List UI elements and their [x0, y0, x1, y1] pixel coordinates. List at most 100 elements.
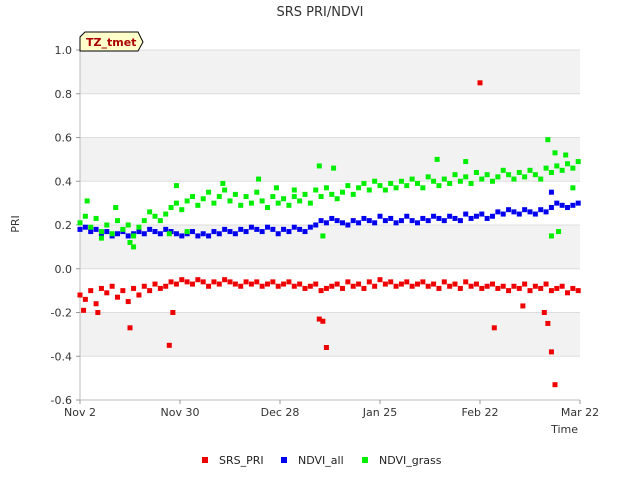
point-NDVI_all	[313, 222, 319, 228]
point-SRS_PRI	[115, 294, 120, 300]
y-tick-label: 0.0	[55, 263, 73, 276]
point-SRS_PRI	[340, 285, 345, 291]
legend-label-SRS_PRI: SRS_PRI	[219, 454, 264, 467]
point-SRS_PRI	[222, 277, 228, 283]
point-SRS_PRI	[345, 279, 351, 285]
point-SRS_PRI	[200, 279, 206, 285]
point-NDVI_grass	[543, 165, 549, 171]
point-NDVI_all	[425, 218, 431, 224]
point-NDVI_grass	[104, 222, 110, 228]
point-NDVI_all	[190, 229, 195, 235]
point-SRS_PRI	[527, 288, 533, 294]
point-NDVI_grass	[552, 150, 558, 156]
point-NDVI_grass	[313, 187, 319, 193]
point-NDVI_grass	[243, 194, 249, 200]
point-NDVI_grass	[238, 202, 244, 208]
point-NDVI_all	[222, 226, 228, 232]
point-NDVI_all	[259, 229, 265, 235]
point-SRS_PRI	[548, 288, 554, 294]
point-SRS_PRI	[316, 316, 322, 322]
point-NDVI_grass	[136, 224, 142, 230]
point-NDVI_grass	[457, 178, 463, 184]
point-SRS_PRI	[559, 283, 565, 289]
series-badge: TZ_tmet	[79, 31, 144, 52]
point-NDVI_all	[436, 215, 442, 221]
point-NDVI_grass	[340, 189, 345, 195]
point-NDVI_grass	[259, 198, 265, 204]
legend-swatch-NDVI_grass	[362, 457, 368, 463]
point-NDVI_all	[88, 229, 94, 235]
legend-label-NDVI_all: NDVI_all	[298, 454, 344, 467]
point-NDVI_grass	[316, 163, 322, 169]
point-NDVI_grass	[254, 189, 260, 195]
point-NDVI_grass	[286, 202, 292, 208]
point-SRS_PRI	[404, 279, 410, 285]
point-NDVI_grass	[195, 202, 201, 208]
point-NDVI_grass	[88, 224, 94, 230]
point-SRS_PRI	[479, 285, 485, 291]
point-NDVI_grass	[570, 165, 576, 171]
point-SRS_PRI	[270, 279, 276, 285]
point-NDVI_all	[372, 220, 378, 226]
point-SRS_PRI	[506, 288, 512, 294]
x-tick-label: Nov 2	[64, 406, 96, 419]
point-SRS_PRI	[575, 288, 581, 294]
point-SRS_PRI	[232, 281, 238, 287]
point-NDVI_grass	[479, 176, 485, 182]
point-NDVI_all	[206, 233, 212, 239]
point-SRS_PRI	[104, 290, 110, 296]
point-NDVI_all	[291, 224, 297, 230]
point-NDVI_grass	[115, 218, 120, 224]
x-tick-label: Mar 22	[561, 406, 599, 419]
point-NDVI_all	[163, 226, 169, 232]
point-NDVI_all	[270, 226, 276, 232]
point-SRS_PRI	[554, 285, 560, 291]
point-NDVI_all	[93, 226, 99, 232]
point-SRS_PRI	[552, 382, 558, 388]
point-SRS_PRI	[323, 345, 329, 350]
point-NDVI_grass	[506, 172, 512, 178]
point-NDVI_all	[356, 220, 362, 226]
point-NDVI_all	[152, 229, 158, 235]
point-NDVI_grass	[98, 235, 104, 241]
point-SRS_PRI	[88, 288, 94, 294]
legend-swatch-NDVI_all	[281, 457, 287, 463]
point-NDVI_grass	[398, 178, 404, 184]
y-tick-label: 0.4	[55, 175, 73, 188]
point-SRS_PRI	[334, 281, 340, 287]
x-tick-label: Feb 22	[462, 406, 499, 419]
point-NDVI_grass	[431, 178, 437, 184]
point-NDVI_all	[393, 220, 399, 226]
point-NDVI_all	[173, 231, 179, 237]
point-SRS_PRI	[463, 279, 469, 285]
point-NDVI_grass	[545, 137, 551, 143]
point-SRS_PRI	[265, 281, 270, 287]
point-NDVI_grass	[420, 185, 426, 191]
point-NDVI_all	[227, 229, 233, 235]
point-SRS_PRI	[409, 283, 415, 289]
point-NDVI_all	[484, 215, 490, 221]
point-SRS_PRI	[259, 283, 265, 289]
point-SRS_PRI	[152, 281, 158, 287]
point-SRS_PRI	[570, 285, 576, 291]
point-SRS_PRI	[131, 285, 137, 291]
point-SRS_PRI	[81, 307, 87, 313]
point-NDVI_grass	[248, 200, 254, 206]
point-NDVI_all	[559, 202, 565, 208]
point-NDVI_all	[275, 231, 281, 237]
point-NDVI_all	[404, 213, 410, 219]
point-NDVI_all	[211, 229, 217, 235]
point-SRS_PRI	[184, 279, 190, 285]
plot-band	[80, 93, 580, 138]
point-NDVI_all	[538, 207, 544, 213]
point-NDVI_grass	[227, 198, 233, 204]
point-NDVI_all	[265, 224, 270, 230]
point-SRS_PRI	[436, 285, 442, 291]
y-tick-label: 1.0	[55, 44, 73, 57]
point-NDVI_all	[388, 215, 394, 221]
point-NDVI_all	[479, 211, 485, 217]
point-NDVI_all	[565, 205, 570, 210]
plot-band	[80, 50, 580, 94]
point-NDVI_grass	[556, 229, 562, 235]
